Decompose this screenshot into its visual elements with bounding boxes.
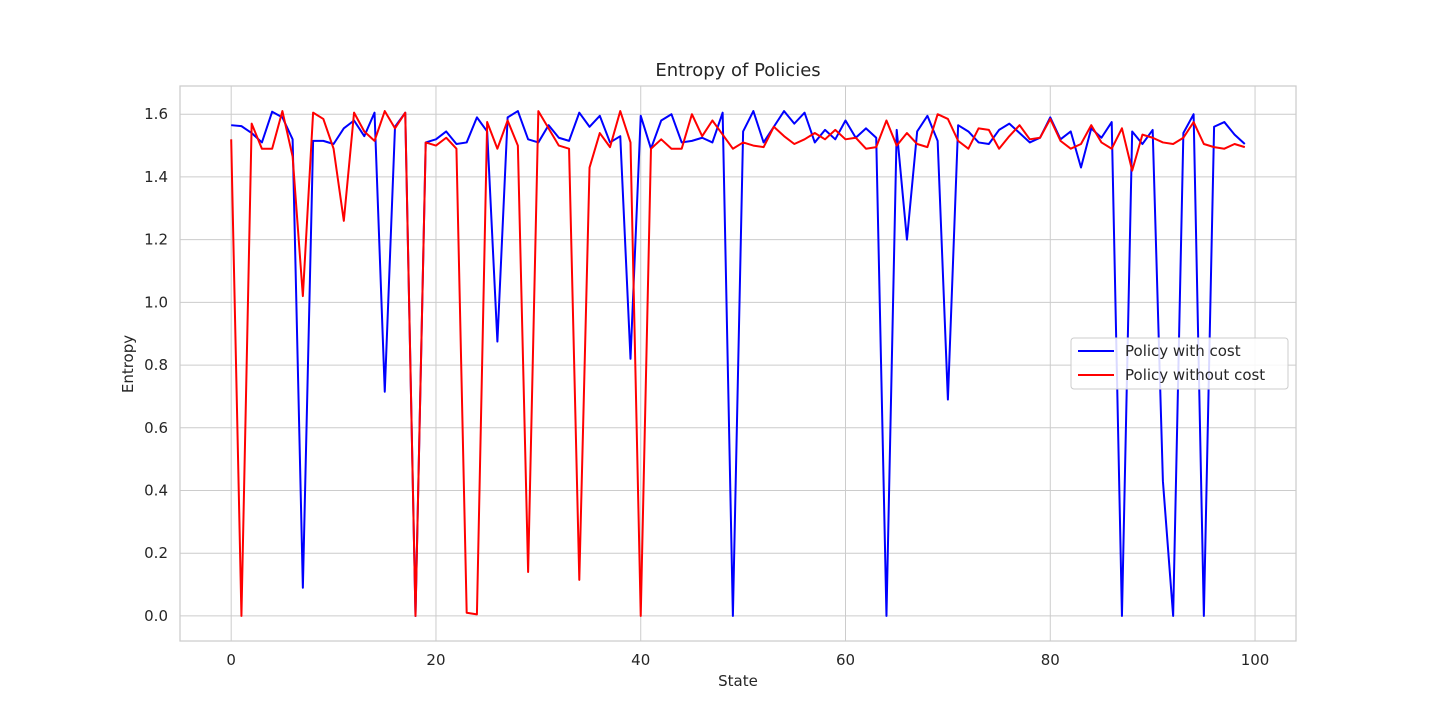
y-tick-label: 0.4: [144, 481, 168, 499]
y-tick-label: 1.2: [144, 231, 168, 249]
x-tick-label: 40: [631, 651, 650, 669]
legend-box: [1070, 337, 1289, 390]
y-tick-label: 0.0: [144, 607, 168, 625]
x-tick-label: 60: [836, 651, 855, 669]
chart-title: Entropy of Policies: [655, 60, 820, 81]
y-tick-label: 1.0: [144, 293, 168, 311]
x-tick-label: 20: [426, 651, 445, 669]
x-tick-label: 0: [226, 651, 236, 669]
y-tick-label: 1.6: [144, 105, 168, 123]
y-tick-label: 0.8: [144, 356, 168, 374]
series-line-without-cost: [230, 110, 1246, 617]
y-axis-label: Entropy: [119, 335, 137, 393]
x-axis-label: State: [718, 672, 758, 690]
tick-labels: 0 20 40 60 80 100 0.0 0.2 0.4 0.6 0.8 1.0 1.2 1.4 1.6: [144, 105, 1269, 669]
legend-label-without-cost: Policy without cost: [1125, 366, 1265, 384]
x-tick-label: 100: [1241, 651, 1270, 669]
legend: Policy with cost Policy without cost: [1070, 337, 1289, 390]
y-tick-label: 1.4: [144, 168, 168, 186]
legend-label-with-cost: Policy with cost: [1125, 342, 1241, 360]
x-tick-label: 80: [1041, 651, 1060, 669]
y-tick-label: 0.6: [144, 419, 168, 437]
y-tick-label: 0.2: [144, 544, 168, 562]
plot-area-frame: [179, 85, 1297, 642]
series-lines: [230, 110, 1246, 617]
